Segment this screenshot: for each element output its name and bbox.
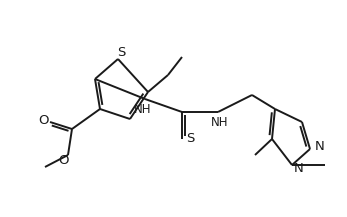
Text: S: S: [117, 46, 125, 59]
Text: S: S: [186, 132, 194, 145]
Text: O: O: [58, 155, 68, 168]
Text: N: N: [315, 140, 325, 153]
Text: O: O: [38, 115, 48, 128]
Text: NH: NH: [134, 102, 152, 115]
Text: NH: NH: [211, 115, 229, 128]
Text: N: N: [294, 163, 304, 176]
